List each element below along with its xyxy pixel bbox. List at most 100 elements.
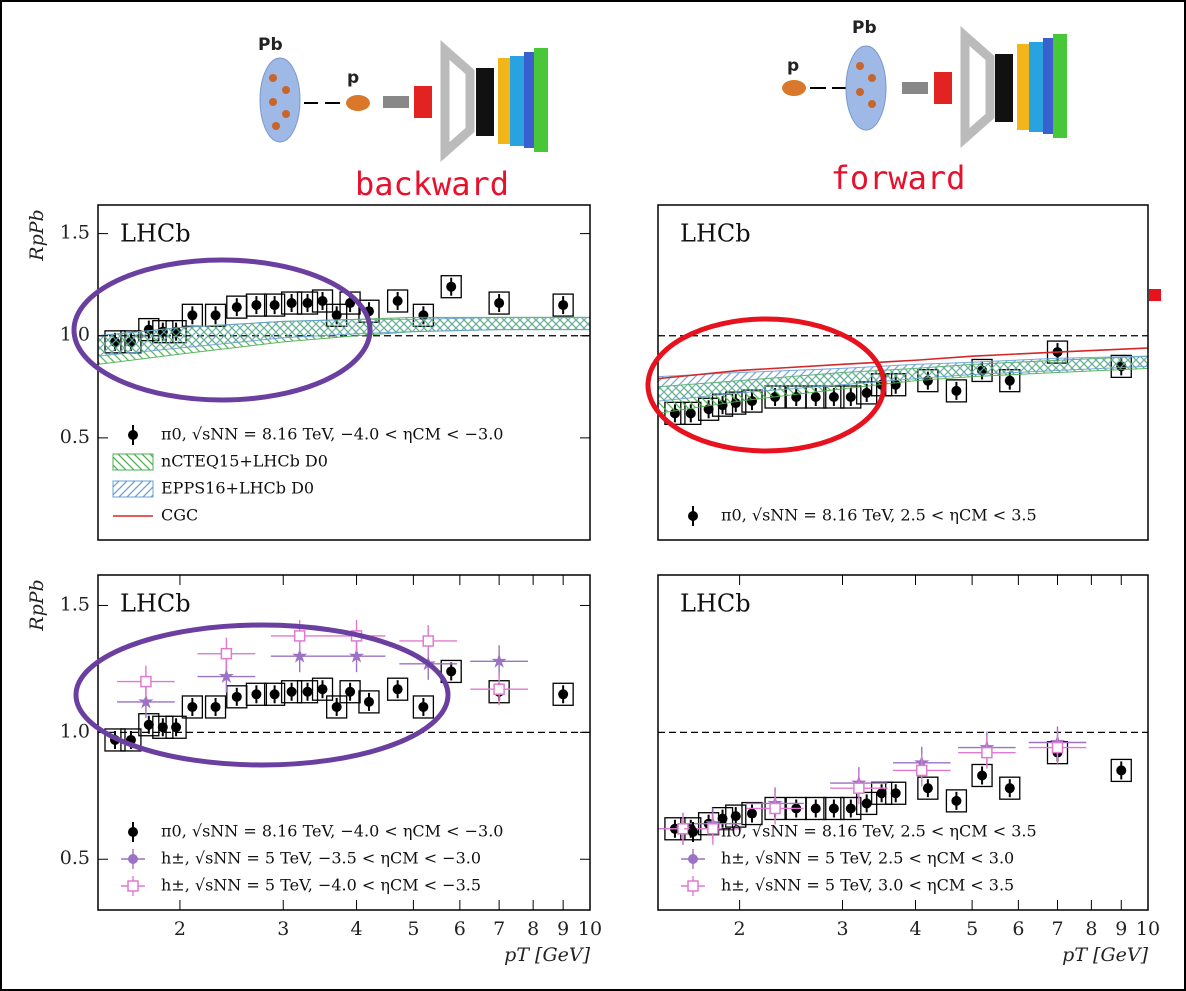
point [494,684,504,694]
x-tick-label: 9 [1115,918,1127,940]
point [891,788,901,798]
x-tick-label: 3 [277,918,289,940]
x-tick-label: 10 [578,918,602,940]
point [141,677,151,687]
legend-label: π0, √sNN = 8.16 TeV, 2.5 < ηCM < 3.5 [721,506,1037,525]
point [187,310,197,320]
chart: 0.51.01.52345678910LHCbRpPbpT [GeV]π0, √… [26,575,602,966]
point [846,392,856,402]
point [1005,376,1015,386]
chart: LHCb π0, √sNN = 8.16 TeV, 2.5 < ηCM < 3.5 [658,205,1148,540]
point [829,392,839,402]
point [418,702,428,712]
point [211,310,221,320]
x-tick-label: 5 [966,918,978,940]
y-axis-label: RpPb [26,579,48,631]
point [558,300,568,310]
point [393,684,403,694]
legend-label: h±, √sNN = 5 TeV, −4.0 < ηCM < −3.5 [161,876,481,895]
point [951,386,961,396]
y-tick-label: 1.5 [60,222,90,244]
x-tick-label: 6 [1012,918,1024,940]
legend-label: π0, √sNN = 8.16 TeV, −4.0 < ηCM < −3.0 [161,425,503,444]
point [332,702,342,712]
y-tick-label: 0.5 [60,426,90,448]
highlight-ellipse [76,625,448,765]
y-tick-label: 0.5 [60,847,90,869]
point [558,689,568,699]
legend-label: π0, √sNN = 8.16 TeV, −4.0 < ηCM < −3.0 [161,822,503,841]
nucleus-label: Pb [258,35,283,55]
point [364,697,374,707]
proton-label: p [347,68,359,88]
watermark: LHCb [120,220,191,248]
y-tick-label: 1.0 [60,720,90,742]
point [917,765,927,775]
point [1052,743,1062,753]
point [923,783,933,793]
x-tick-label: 3 [836,918,848,940]
legend-swatch [688,854,698,864]
point [318,684,328,694]
point [345,687,355,697]
point [287,687,297,697]
x-tick-label: 5 [407,918,419,940]
header-label: forward [831,159,966,197]
point [854,783,864,793]
x-tick-label: 9 [557,918,569,940]
x-tick-label: 8 [1085,918,1097,940]
chart: 0.51.01.5LHCbRpPbπ0, √sNN = 8.16 TeV, −4… [26,205,590,540]
marker-square [1149,289,1161,301]
detector-forward: Pb p forward [782,18,1067,197]
point [287,298,297,308]
plot-area [658,336,1148,425]
point [446,282,456,292]
point [251,689,261,699]
watermark: LHCb [120,590,191,618]
point [171,722,181,732]
legend-label: h±, √sNN = 5 TeV, 2.5 < ηCM < 3.0 [721,849,1014,868]
point [862,798,872,808]
x-axis-label: pT [GeV] [1062,944,1148,966]
point [211,702,221,712]
watermark: LHCb [680,590,751,618]
legend-swatch [688,511,698,521]
x-tick-label: 7 [1051,918,1063,940]
legend-swatch [128,881,138,891]
legend-swatch [688,881,698,891]
point [686,408,696,418]
charts: 0.5 1.0 1.5 LHCb RpPb π0, √sNN = 8.16 TeV, −4… [26,205,1160,966]
proton-label: p [787,56,799,76]
point [846,803,856,813]
point [251,300,261,310]
x-tick-label: 4 [909,918,921,940]
point [232,302,242,312]
x-tick-label: 2 [174,918,186,940]
point [318,296,328,306]
point [977,770,987,780]
point [303,298,313,308]
legend-label: CGC [161,506,198,525]
legend-swatch [688,827,698,837]
point [303,687,313,697]
x-tick-label: 8 [527,918,539,940]
detector-backward: Pb p backward [258,35,548,203]
watermark: LHCb [680,220,751,248]
legend-swatch [113,454,153,470]
nucleus-label: Pb [852,18,877,38]
point [862,388,872,398]
point [708,824,718,834]
point [446,666,456,676]
point [982,748,992,758]
point [951,796,961,806]
legend-label: EPPS16+LHCb D0 [161,479,314,498]
point [232,692,242,702]
legend-label: h±, √sNN = 5 TeV, −3.5 < ηCM < −3.0 [161,849,481,868]
legend-label: h±, √sNN = 5 TeV, 3.0 < ηCM < 3.5 [721,876,1014,895]
figure: Pb p backward Pb p forward 0.5 1.0 1.5 LHCb… [0,0,1186,991]
x-tick-label: 6 [454,918,466,940]
x-axis-label: pT [GeV] [504,944,590,966]
x-tick-label: 2 [734,918,746,940]
y-axis-label: RpPb [26,209,48,261]
legend-swatch [128,827,138,837]
